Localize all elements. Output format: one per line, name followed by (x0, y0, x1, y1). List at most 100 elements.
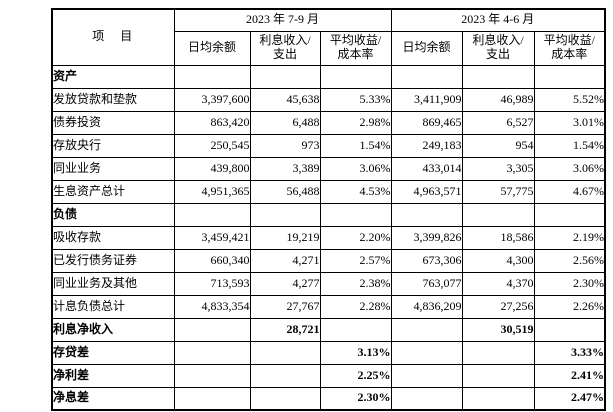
table-cell (461, 386, 535, 411)
row-assets-section: 资产 (51, 64, 606, 89)
table-row-period-header: 项 目 2023 年 7-9 月 2023 年 4-6 月 (51, 8, 606, 66)
table-cell: 3.06% (319, 156, 392, 181)
row-label: 存放央行 (51, 133, 175, 158)
table-cell: 1.54% (319, 133, 392, 158)
col-header-balance-q2: 日均余额 (390, 30, 463, 66)
table-cell (390, 317, 463, 342)
table-cell: 4,951,365 (173, 179, 251, 204)
table-cell (461, 64, 535, 89)
table-cell: 2.41% (533, 363, 606, 388)
table-cell (249, 340, 321, 365)
table-cell: 2.26% (533, 294, 606, 319)
table-cell: 4,277 (249, 271, 321, 296)
table-cell: 5.52% (533, 87, 606, 112)
row-label: 债券投资 (51, 110, 175, 135)
row-interbank-and-other: 同业业务及其他 713,593 4,277 2.38% 763,077 4,37… (51, 271, 606, 296)
table-cell: 4.67% (533, 179, 606, 204)
table-cell: 673,306 (390, 248, 463, 273)
col-header-line: 成本率 (337, 47, 374, 61)
row-label: 存贷差 (51, 340, 175, 365)
table-cell: 763,077 (390, 271, 463, 296)
row-interbank-business: 同业业务 439,800 3,389 3.06% 433,014 3,305 3… (51, 156, 606, 181)
table-cell: 439,800 (173, 156, 251, 181)
table-cell: 6,527 (461, 110, 535, 135)
row-label: 净利差 (51, 363, 175, 388)
table-cell (319, 202, 392, 227)
row-total-interest-bearing-liabilities: 计息负债总计 4,833,354 27,767 2.28% 4,836,209 … (51, 294, 606, 319)
table-cell: 4.53% (319, 179, 392, 204)
table-cell: 18,586 (461, 225, 535, 250)
row-debt-securities-issued: 已发行债务证券 660,340 4,271 2.57% 673,306 4,30… (51, 248, 606, 273)
row-deposit-loan-spread: 存贷差 3.13% 3.33% (51, 340, 606, 365)
table-cell: 5.33% (319, 87, 392, 112)
table-cell: 2.47% (533, 386, 606, 411)
table-cell: 2.28% (319, 294, 392, 319)
row-total-interest-earning-assets: 生息资产总计 4,951,365 56,488 4.53% 4,963,571 … (51, 179, 606, 204)
col-header-line: 支出 (486, 47, 511, 61)
table-cell: 2.38% (319, 271, 392, 296)
col-header-line: 平均收益/ (543, 33, 595, 48)
item-column-header: 项 目 (51, 8, 175, 66)
table-cell: 30,519 (461, 317, 535, 342)
table-cell: 869,465 (390, 110, 463, 135)
table-cell: 4,300 (461, 248, 535, 273)
col-header-line: 成本率 (551, 47, 588, 61)
row-loans-and-advances: 发放贷款和垫款 3,397,600 45,638 5.33% 3,411,909… (51, 87, 606, 112)
row-label: 资产 (51, 64, 175, 89)
table-cell (173, 340, 251, 365)
table-cell: 3.01% (533, 110, 606, 135)
table-cell (249, 363, 321, 388)
row-central-bank-deposits: 存放央行 250,545 973 1.54% 249,183 954 1.54% (51, 133, 606, 158)
table-cell (173, 202, 251, 227)
table-cell (461, 340, 535, 365)
table-cell: 3.33% (533, 340, 606, 365)
table-cell: 3,459,421 (173, 225, 251, 250)
col-header-interest-q2: 利息收入/ 支出 (461, 30, 535, 66)
col-header-yield-q2: 平均收益/ 成本率 (533, 30, 606, 66)
table-cell: 2.30% (533, 271, 606, 296)
table-cell: 46,989 (461, 87, 535, 112)
table-cell (533, 202, 606, 227)
table-cell: 6,488 (249, 110, 321, 135)
col-header-line: 利息收入/ (259, 33, 311, 48)
row-customer-deposits: 吸收存款 3,459,421 19,219 2.20% 3,399,826 18… (51, 225, 606, 250)
table-cell: 660,340 (173, 248, 251, 273)
table-cell: 27,767 (249, 294, 321, 319)
table-cell: 27,256 (461, 294, 535, 319)
table-cell: 3,397,600 (173, 87, 251, 112)
row-label: 同业业务及其他 (51, 271, 175, 296)
table-cell (173, 64, 251, 89)
table-cell: 56,488 (249, 179, 321, 204)
table-cell: 3,305 (461, 156, 535, 181)
row-label: 净息差 (51, 386, 175, 411)
table-cell: 57,775 (461, 179, 535, 204)
table-cell (390, 386, 463, 411)
col-header-yield-q3: 平均收益/ 成本率 (319, 30, 392, 66)
table-cell (173, 317, 251, 342)
row-label: 利息净收入 (51, 317, 175, 342)
table-cell: 250,545 (173, 133, 251, 158)
table-cell (173, 363, 251, 388)
row-liabilities-section: 负债 (51, 202, 606, 227)
row-label: 发放贷款和垫款 (51, 87, 175, 112)
table-cell (390, 202, 463, 227)
period-header-q2: 2023 年 4-6 月 (390, 8, 606, 32)
table-cell: 2.57% (319, 248, 392, 273)
row-label: 同业业务 (51, 156, 175, 181)
row-net-interest-income: 利息净收入 28,721 30,519 (51, 317, 606, 342)
table-row-column-header: 日均余额 利息收入/ 支出 平均收益/ 成本率 日均余额 利息收入/ 支出 平均… (52, 30, 606, 66)
row-net-interest-margin: 净息差 2.30% 2.47% (51, 386, 606, 411)
table-cell: 3.13% (319, 340, 392, 365)
table-cell: 3,411,909 (390, 87, 463, 112)
table-cell (461, 202, 535, 227)
interest-rate-table: 项 目 2023 年 7-9 月 2023 年 4-6 月 日均余额 利息收入/… (51, 8, 607, 411)
table-cell: 3,389 (249, 156, 321, 181)
col-header-line: 平均收益/ (329, 33, 382, 48)
col-header-line: 支出 (272, 47, 297, 61)
table-cell (249, 386, 321, 411)
table-cell (390, 363, 463, 388)
table-cell: 863,420 (173, 110, 251, 135)
row-label: 吸收存款 (51, 225, 175, 250)
table-cell: 4,963,571 (390, 179, 463, 204)
table-cell (390, 64, 463, 89)
